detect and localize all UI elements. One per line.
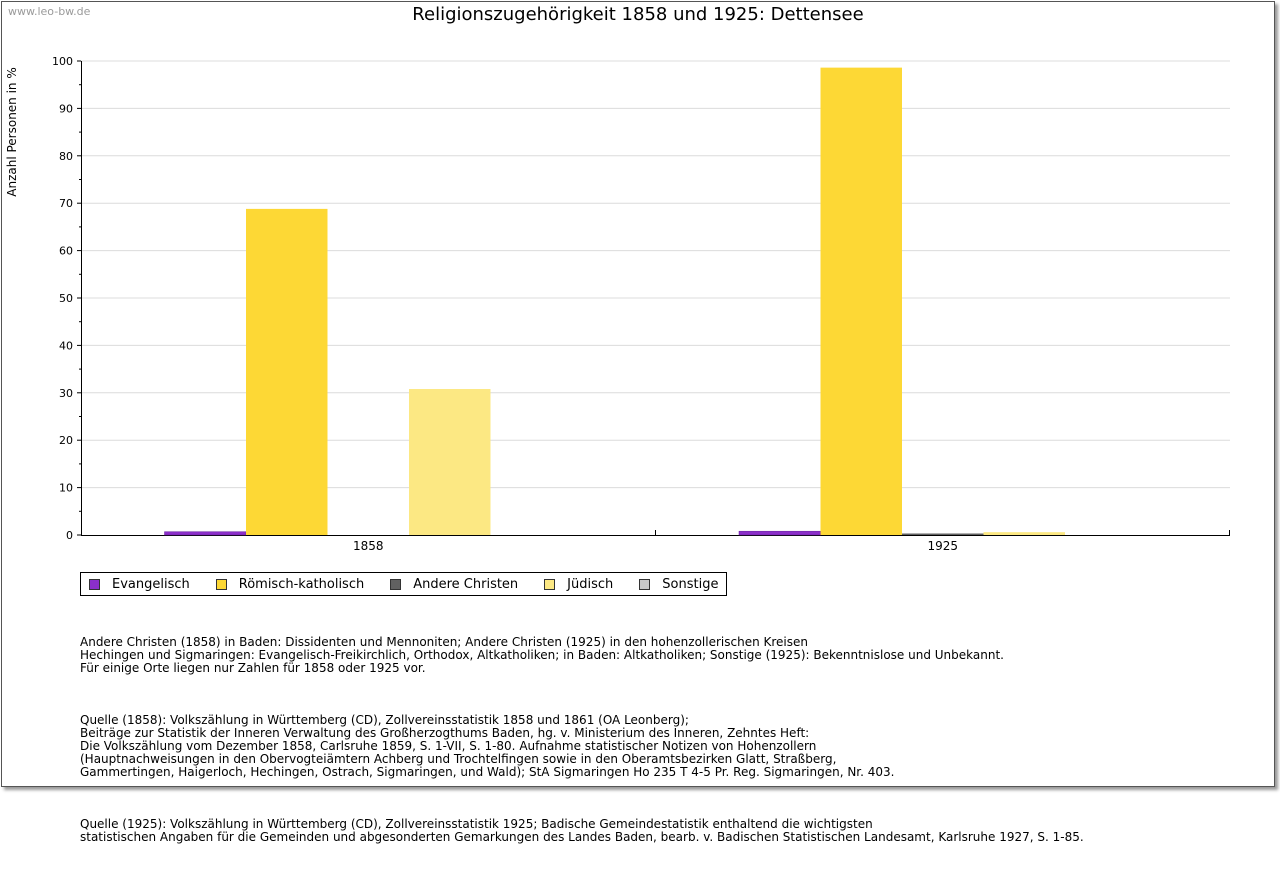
bar-r-misch-katholisch-1925 (820, 67, 902, 536)
legend-swatch (544, 578, 556, 590)
legend-label: Römisch-katholisch (238, 576, 365, 592)
legend-label: Sonstige (662, 576, 719, 592)
legend-swatch (89, 578, 100, 590)
notes: Andere Christen (1858) in Baden: Disside… (80, 610, 1084, 870)
bar-evangelisch-1858 (164, 531, 247, 536)
note-paragraph-source-1858: Quelle (1858): Volkszählung in Württembe… (80, 713, 895, 779)
chart-title: Religionszugehörigkeit 1858 und 1925: De… (412, 4, 864, 25)
note-paragraph-definitions: Andere Christen (1858) in Baden: Disside… (80, 635, 1004, 675)
y-axis-label: Anzahl Personen in % (5, 67, 19, 197)
y-tick-label: 10 (59, 482, 73, 495)
x-axis: 1858 1925 (81, 530, 1230, 553)
watermark: www.leo-bw.de (8, 5, 91, 18)
y-tick-label: 80 (59, 150, 73, 163)
bar-j-disch-1858 (409, 389, 491, 535)
legend-item-j-disch: Jüdisch (544, 577, 613, 592)
y-tick-label: 60 (59, 245, 73, 258)
legend-swatch (390, 578, 402, 590)
note-paragraph-source-1925: Quelle (1925): Volkszählung in Württembe… (80, 817, 1084, 844)
legend-label: Jüdisch (567, 576, 614, 592)
legend-label: Andere Christen (413, 576, 519, 592)
x-tick-label-1858: 1858 (353, 539, 384, 553)
chart-frame (1, 1, 1275, 787)
bar-j-disch-1925 (983, 532, 1065, 535)
legend-item-andere-christen: Andere Christen (390, 577, 518, 592)
y-tick-label: 40 (59, 339, 73, 352)
x-tick-label-1925: 1925 (927, 539, 958, 553)
bar-r-misch-katholisch-1858 (246, 208, 328, 535)
y-tick-label: 100 (52, 55, 73, 68)
y-tick-label: 0 (66, 529, 73, 542)
bar-chart: 0 10 20 30 40 50 60 70 80 90 100 1858 1925 Anzahl P… (5, 55, 1230, 553)
legend-label: Evangelisch (112, 576, 190, 592)
bar-andere-christen-1925 (902, 533, 984, 535)
legend-item-sonstige: Sonstige (639, 577, 718, 592)
legend: Evangelisch Römisch-katholisch Andere Chri… (80, 572, 728, 596)
y-tick-label: 30 (59, 387, 73, 400)
y-axis: 0 10 20 30 40 50 60 70 80 90 100 (52, 55, 82, 542)
y-tick-label: 70 (59, 197, 73, 210)
bars (164, 67, 1065, 536)
legend-item-evangelisch: Evangelisch (89, 577, 190, 592)
legend-item-r-misch-katholisch: Römisch-katholisch (215, 576, 365, 592)
y-tick-label: 20 (59, 434, 73, 447)
bar-evangelisch-1925 (738, 530, 821, 536)
y-tick-label: 50 (59, 292, 73, 305)
legend-swatch (215, 578, 227, 590)
y-tick-label: 90 (59, 102, 73, 115)
legend-swatch (639, 578, 651, 590)
